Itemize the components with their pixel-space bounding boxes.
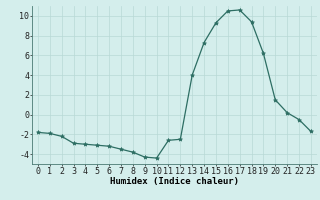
X-axis label: Humidex (Indice chaleur): Humidex (Indice chaleur): [110, 177, 239, 186]
